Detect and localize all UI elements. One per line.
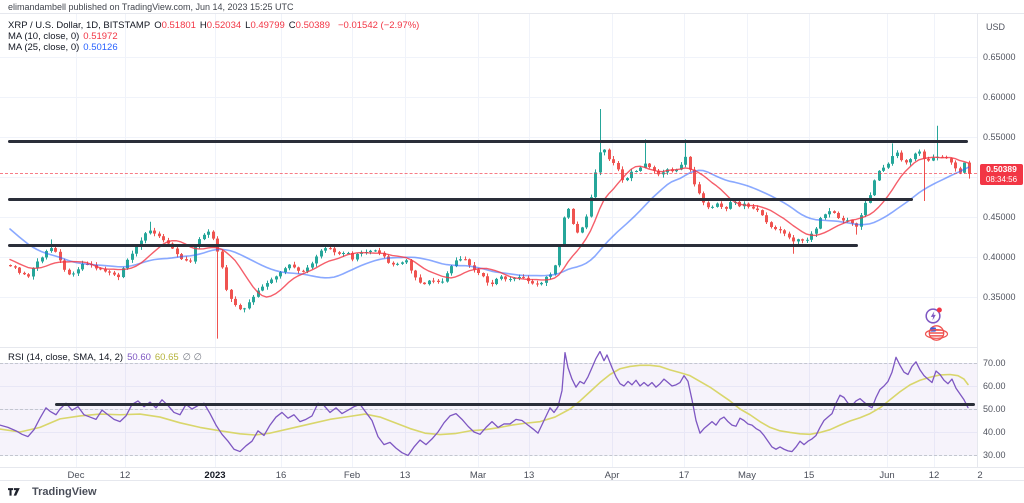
time-axis[interactable]: Dec 12 2023 16 Feb 13 Mar 13 Apr 17 May 15 Jun 12 2 — [0, 467, 1024, 481]
time-tick-label: May — [738, 470, 756, 481]
rsi-legend[interactable]: RSI (14, close, SMA, 14, 2) 50.60 60.65 ∅ ∅ — [8, 352, 206, 363]
time-tick-label: 12 — [119, 470, 131, 481]
rsi-tick-label: 60.00 — [983, 381, 1006, 391]
price-tick-label: 0.45000 — [983, 212, 1016, 222]
last-price-badge: 0.50389 08:34:56 — [980, 163, 1023, 185]
chart-frame: XRP / U.S. Dollar, 1D, BITSTAMP O0.51801 H… — [0, 14, 1024, 480]
tradingview-wordmark[interactable]: TradingView — [32, 486, 97, 498]
price-chart-canvas[interactable] — [0, 14, 977, 480]
rsi-trendline[interactable] — [55, 402, 975, 406]
ohlc-values: O0.51801 H0.52034 L0.49799 C0.50389 — [154, 20, 334, 31]
ohlc-segment: C0.50389 — [288, 20, 330, 31]
time-tick-label: 13 — [399, 470, 411, 481]
rsi-empty-values: ∅ ∅ — [182, 352, 202, 363]
change-value: −0.01542 (−2.97%) — [338, 20, 420, 31]
price-tick-label: 0.65000 — [983, 52, 1016, 62]
symbol-title: XRP / U.S. Dollar, 1D, BITSTAMP — [8, 20, 151, 31]
time-tick-label: 12 — [928, 470, 940, 481]
footer-bar: TradingView — [0, 480, 1024, 503]
bar-countdown: 08:34:56 — [985, 174, 1018, 184]
rsi-sma-value: 60.65 — [154, 352, 179, 363]
ohlc-segment: O0.51801 — [154, 20, 196, 31]
rsi-tick-label: 70.00 — [983, 358, 1006, 368]
currency-label: USD — [986, 22, 1006, 32]
price-tick-label: 0.55000 — [983, 132, 1016, 142]
price-tick-label: 0.40000 — [983, 252, 1016, 262]
time-tick-label: Dec — [67, 470, 85, 481]
horizontal-trendline[interactable] — [8, 139, 968, 143]
time-tick-label: 16 — [275, 470, 287, 481]
last-price-value: 0.50389 — [986, 163, 1017, 174]
time-tick-label: Jun — [879, 470, 895, 481]
ohlc-segment: L0.49799 — [245, 20, 285, 31]
time-tick-label: 17 — [678, 470, 690, 481]
time-tick-label: Apr — [604, 470, 620, 481]
symbol-legend[interactable]: XRP / U.S. Dollar, 1D, BITSTAMP O0.51801 H… — [8, 20, 423, 53]
ma10-value: 0.51972 — [83, 31, 118, 42]
time-tick-label: 15 — [803, 470, 815, 481]
time-tick-label: 2 — [977, 470, 983, 481]
rsi-value: 50.60 — [127, 352, 151, 363]
ma25-label: MA (25, close, 0) — [8, 42, 80, 53]
horizontal-trendline[interactable] — [8, 197, 913, 201]
rsi-tick-label: 50.00 — [983, 404, 1006, 414]
ma10-label: MA (10, close, 0) — [8, 31, 80, 42]
tradingview-logo-icon[interactable] — [8, 486, 27, 499]
time-tick-label: Feb — [343, 470, 361, 481]
rsi-tick-label: 40.00 — [983, 427, 1006, 437]
horizontal-trendline[interactable] — [8, 243, 858, 247]
ohlc-segment: H0.52034 — [199, 20, 242, 31]
time-tick-label: 2023 — [204, 470, 226, 481]
attribution-bar: elimandambell published on TradingView.c… — [0, 0, 1024, 14]
price-tick-label: 0.60000 — [983, 92, 1016, 102]
price-tick-label: 0.35000 — [983, 292, 1016, 302]
price-axis[interactable]: USD 0.65000 0.60000 0.55000 0.45000 0.40000 0… — [977, 14, 1024, 480]
current-price-line — [0, 173, 977, 174]
rsi-label: RSI (14, close, SMA, 14, 2) — [8, 352, 124, 363]
boost-reaction-icon[interactable] — [924, 306, 943, 325]
ma25-value: 0.50126 — [83, 42, 118, 53]
time-tick-label: Mar — [469, 470, 487, 481]
idea-reactions — [924, 306, 952, 346]
time-tick-label: 13 — [523, 470, 535, 481]
rsi-tick-label: 30.00 — [983, 450, 1006, 460]
globe-reaction-icon[interactable] — [924, 324, 949, 342]
